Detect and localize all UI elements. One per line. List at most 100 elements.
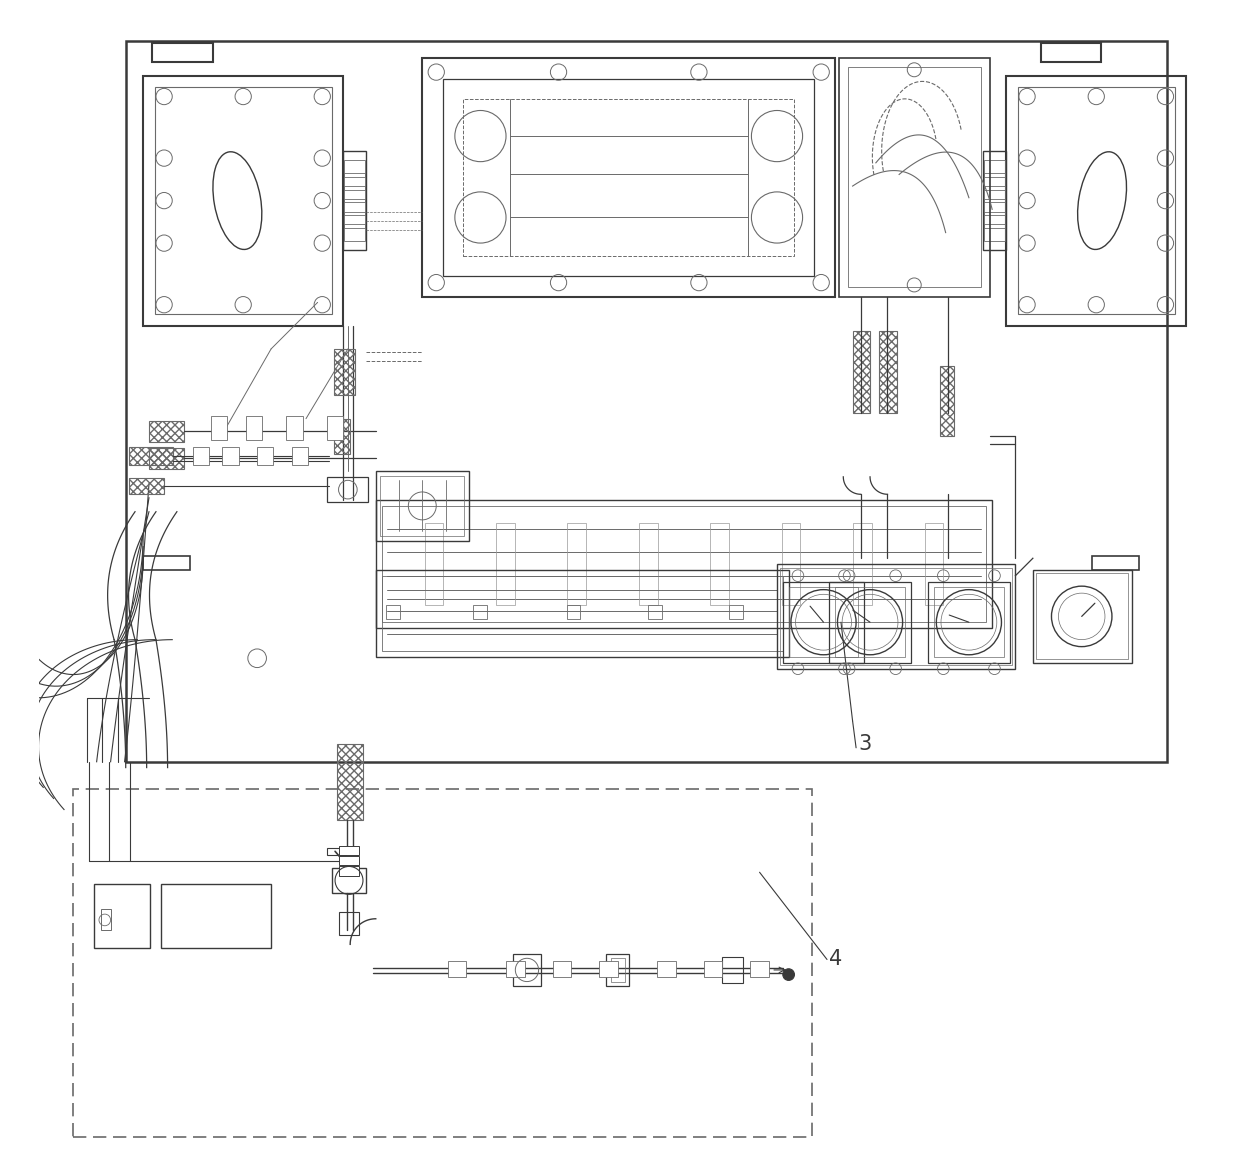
Circle shape [782,969,795,980]
Bar [879,331,897,413]
Bar [723,957,743,983]
Bar [568,523,587,605]
Bar [853,523,872,605]
Bar [125,41,1167,762]
Bar [780,568,1012,665]
Bar [1006,76,1187,326]
Bar [345,186,366,202]
Bar [129,478,164,494]
Bar [376,471,469,541]
Bar [334,349,355,395]
Bar [339,846,360,855]
Bar [985,224,1004,241]
Bar [211,416,227,440]
Bar [153,43,213,62]
Bar [129,447,174,465]
Bar [102,909,110,930]
Bar [193,447,210,465]
Bar [143,556,190,570]
Bar [1018,87,1174,314]
Bar [345,199,366,215]
Bar [339,912,360,935]
Bar [345,212,366,228]
Bar [513,954,541,986]
Bar [830,582,910,663]
Bar [345,160,366,177]
Bar [934,587,1004,657]
Bar [496,523,515,605]
Bar [777,564,1016,669]
Bar [443,79,815,276]
Bar [782,523,801,605]
Bar [1042,43,1101,62]
Bar [657,961,676,977]
Bar [376,500,992,628]
Bar [506,961,525,977]
Bar [985,212,1004,228]
Bar [382,576,782,651]
Bar [838,58,990,297]
Bar [567,605,580,619]
Bar [381,476,464,536]
Bar [1037,573,1128,659]
Bar [1092,556,1138,570]
Bar [73,789,812,1137]
Bar [334,419,350,454]
Bar [649,605,662,619]
Bar [711,523,729,605]
Bar [929,582,1009,663]
Bar [463,99,795,256]
Bar [386,605,401,619]
Bar [789,587,858,657]
Text: 3: 3 [858,734,872,754]
Bar [339,866,360,876]
Bar [339,856,360,865]
Bar [448,961,466,977]
Bar [327,477,367,502]
Bar [345,173,366,190]
Bar [343,151,367,250]
Bar [606,954,630,986]
Bar [149,421,184,442]
Bar [704,961,723,977]
Bar [599,961,618,977]
Bar [848,67,981,287]
Bar [985,160,1004,177]
Bar [246,416,262,440]
Bar [729,605,743,619]
Bar [345,224,366,241]
Bar [327,848,346,855]
Bar [853,331,870,413]
Text: 4: 4 [830,949,843,969]
Bar [155,87,331,314]
Bar [222,447,238,465]
Bar [293,447,309,465]
Bar [983,151,1006,250]
Bar [337,744,363,820]
Bar [925,523,944,605]
Bar [149,448,184,469]
Bar [382,506,986,622]
Bar [610,958,625,982]
Bar [985,199,1004,215]
Bar [1033,570,1132,663]
Bar [424,523,443,605]
Bar [161,884,272,948]
Bar [782,582,864,663]
Bar [331,868,367,893]
Bar [376,570,789,657]
Bar [423,58,836,297]
Bar [257,447,274,465]
Bar [553,961,572,977]
Bar [286,416,303,440]
Bar [474,605,487,619]
Bar [143,76,343,326]
Bar [985,186,1004,202]
Bar [985,173,1004,190]
Bar [327,416,343,440]
Bar [94,884,150,948]
Bar [639,523,657,605]
Bar [940,366,954,436]
Bar [836,587,905,657]
Bar [750,961,769,977]
